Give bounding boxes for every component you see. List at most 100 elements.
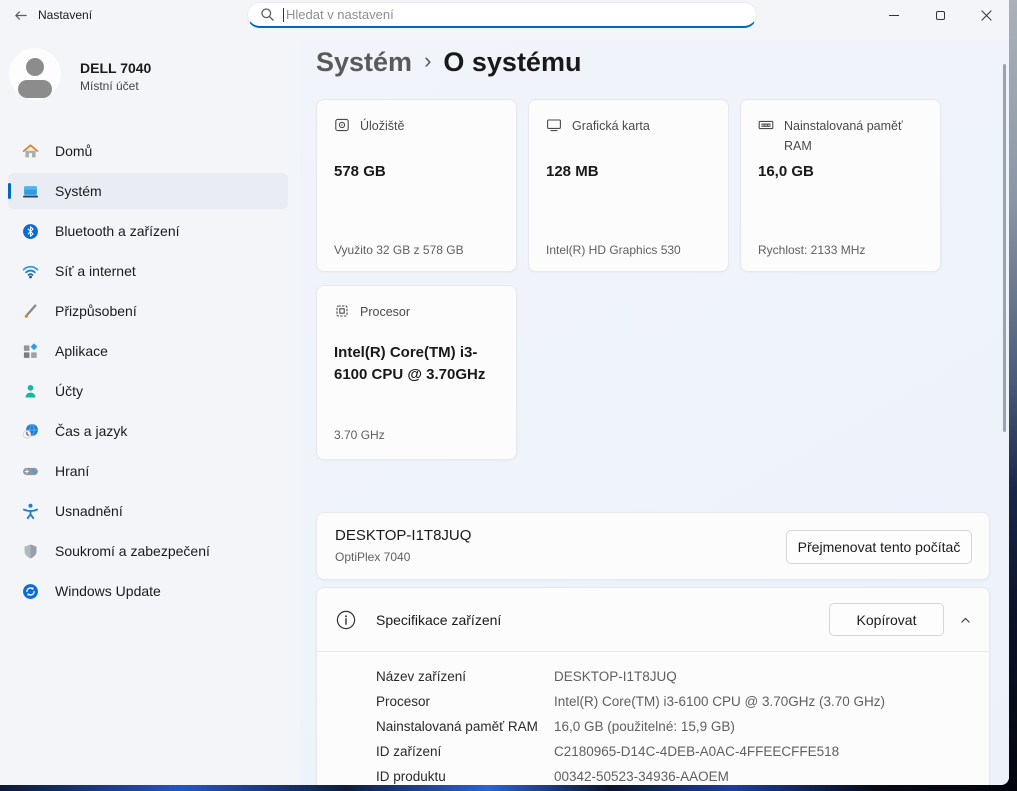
spec-label: ID produktu bbox=[376, 769, 446, 784]
device-name-card: DESKTOP-I1T8JUQ OptiPlex 7040 Přejmenova… bbox=[316, 512, 990, 580]
sidebar-item-apps[interactable]: Aplikace bbox=[8, 333, 288, 369]
sidebar-item-accounts[interactable]: Účty bbox=[8, 373, 288, 409]
close-icon bbox=[980, 9, 992, 21]
cpu-icon bbox=[336, 305, 348, 317]
card-footer: Využito 32 GB z 578 GB bbox=[334, 243, 464, 257]
card-footer: Intel(R) HD Graphics 530 bbox=[546, 243, 681, 257]
spec-value: Intel(R) Core(TM) i3-6100 CPU @ 3.70GHz … bbox=[554, 694, 886, 709]
sidebar-item-time-language[interactable]: Čas a jazyk bbox=[8, 413, 288, 449]
home-icon bbox=[22, 143, 39, 157]
gpu-icon bbox=[547, 119, 561, 132]
user-account-type: Místní účet bbox=[80, 79, 139, 93]
sidebar-item-gaming[interactable]: Hraní bbox=[8, 453, 288, 489]
sidebar-item-home[interactable]: Domů bbox=[8, 133, 288, 169]
card-footer: 3.70 GHz bbox=[334, 428, 385, 442]
spec-value: 00342-50523-34936-AAOEM bbox=[554, 769, 729, 784]
device-name: DESKTOP-I1T8JUQ bbox=[335, 527, 472, 544]
accounts-icon bbox=[25, 384, 36, 397]
ram-icon bbox=[758, 120, 774, 130]
card-value: Intel(R) Core(TM) i3-6100 CPU @ 3.70GHz bbox=[334, 344, 486, 383]
avatar bbox=[9, 48, 61, 100]
rename-pc-button[interactable]: Přejmenovat tento počítač bbox=[786, 530, 972, 564]
sidebar-item-label: Usnadnění bbox=[55, 503, 123, 519]
titlebar[interactable]: Nastavení bbox=[0, 0, 1009, 30]
user-profile[interactable]: DELL 7040 Místní účet bbox=[9, 48, 289, 102]
apps-icon bbox=[23, 343, 38, 358]
sidebar-item-label: Domů bbox=[55, 143, 93, 159]
specifications-table: Název zařízení DESKTOP-I1T8JUQ Procesor … bbox=[317, 664, 989, 785]
specifications-header[interactable]: Specifikace zařízení Kopírovat bbox=[317, 588, 989, 652]
spec-value: C2180965-D14C-4DEB-A0AC-4FFEECFFE518 bbox=[554, 744, 840, 759]
spec-label: Nainstalovaná paměť RAM bbox=[376, 719, 538, 734]
sidebar-item-label: Bluetooth a zařízení bbox=[55, 223, 180, 239]
sidebar-item-network[interactable]: Síť a internet bbox=[8, 253, 288, 289]
graphics-card: Grafická karta 128 MB Intel(R) HD Graphi… bbox=[528, 99, 729, 272]
breadcrumb: Systém › O systému bbox=[316, 47, 581, 78]
spec-label: Procesor bbox=[376, 694, 431, 709]
storage-icon bbox=[335, 118, 349, 132]
selected-indicator bbox=[8, 183, 11, 199]
windows-update-icon bbox=[23, 583, 38, 599]
card-title: Procesor bbox=[360, 305, 411, 319]
spec-row-device-name: Název zařízení DESKTOP-I1T8JUQ bbox=[317, 664, 989, 689]
card-value: 578 GB bbox=[334, 163, 386, 180]
privacy-icon bbox=[24, 543, 37, 559]
sidebar-item-privacy[interactable]: Soukromí a zabezpečení bbox=[8, 533, 288, 569]
text-caret bbox=[283, 7, 284, 22]
breadcrumb-chevron-icon: › bbox=[424, 47, 432, 73]
gaming-icon bbox=[23, 467, 38, 475]
card-title: Nainstalovaná paměť RAM bbox=[784, 119, 903, 153]
device-specifications-card: Specifikace zařízení Kopírovat Název zař… bbox=[316, 587, 990, 785]
sidebar-item-windows-update[interactable]: Windows Update bbox=[8, 573, 288, 609]
sidebar-item-accessibility[interactable]: Usnadnění bbox=[8, 493, 288, 529]
sidebar-item-label: Aplikace bbox=[55, 343, 108, 359]
vertical-scrollbar[interactable] bbox=[1003, 64, 1006, 432]
sidebar-item-bluetooth[interactable]: Bluetooth a zařízení bbox=[8, 213, 288, 249]
sidebar-item-label: Účty bbox=[55, 383, 83, 399]
card-footer: Rychlost: 2133 MHz bbox=[758, 243, 866, 257]
maximize-button[interactable] bbox=[917, 0, 963, 30]
sidebar-item-label: Síť a internet bbox=[55, 263, 136, 279]
search-box[interactable] bbox=[247, 2, 757, 28]
close-button[interactable] bbox=[963, 0, 1009, 30]
accessibility-icon bbox=[22, 503, 39, 519]
spec-row-product-id: ID produktu 00342-50523-34936-AAOEM bbox=[317, 764, 989, 785]
page-title: O systému bbox=[443, 47, 582, 77]
personalization-icon bbox=[24, 303, 37, 318]
sidebar-item-system[interactable]: Systém bbox=[8, 173, 288, 209]
minimize-icon bbox=[889, 14, 899, 16]
sidebar-item-label: Přizpůsobení bbox=[55, 303, 137, 319]
spec-label: ID zařízení bbox=[376, 744, 442, 759]
card-value: 16,0 GB bbox=[758, 163, 814, 180]
time-language-icon bbox=[22, 423, 38, 438]
sidebar-item-label: Soukromí a zabezpečení bbox=[55, 543, 210, 559]
ram-card: Nainstalovaná paměť RAM 16,0 GB Rychlost… bbox=[740, 99, 941, 272]
copy-button[interactable]: Kopírovat bbox=[829, 603, 944, 636]
minimize-button[interactable] bbox=[871, 0, 917, 30]
app-title: Nastavení bbox=[38, 8, 93, 22]
spec-row-ram: Nainstalovaná paměť RAM 16,0 GB (použite… bbox=[317, 714, 989, 739]
storage-card: Úložiště 578 GB Využito 32 GB z 578 GB bbox=[316, 99, 517, 272]
spec-row-processor: Procesor Intel(R) Core(TM) i3-6100 CPU @… bbox=[317, 689, 989, 714]
search-icon bbox=[261, 8, 274, 21]
back-arrow-icon bbox=[14, 10, 27, 20]
card-value: 128 MB bbox=[546, 163, 599, 180]
specifications-title: Specifikace zařízení bbox=[376, 612, 502, 628]
sidebar-item-personalization[interactable]: Přizpůsobení bbox=[8, 293, 288, 329]
sidebar-item-label: Systém bbox=[55, 183, 102, 199]
sidebar-item-label: Hraní bbox=[55, 463, 90, 479]
back-button[interactable] bbox=[8, 4, 32, 26]
network-icon bbox=[22, 265, 39, 278]
spec-value: DESKTOP-I1T8JUQ bbox=[554, 669, 677, 684]
spec-row-device-id: ID zařízení C2180965-D14C-4DEB-A0AC-4FFE… bbox=[317, 739, 989, 764]
user-name: DELL 7040 bbox=[80, 60, 152, 76]
device-model: OptiPlex 7040 bbox=[335, 550, 411, 564]
processor-card: Procesor Intel(R) Core(TM) i3-6100 CPU @… bbox=[316, 285, 517, 460]
info-icon bbox=[336, 610, 356, 630]
search-input[interactable] bbox=[286, 7, 746, 22]
system-icon bbox=[23, 185, 38, 198]
sidebar-nav: Domů Systém Bluetooth a zařízení bbox=[8, 133, 288, 613]
collapse-expander-button[interactable] bbox=[955, 610, 975, 630]
breadcrumb-parent[interactable]: Systém bbox=[316, 47, 413, 77]
